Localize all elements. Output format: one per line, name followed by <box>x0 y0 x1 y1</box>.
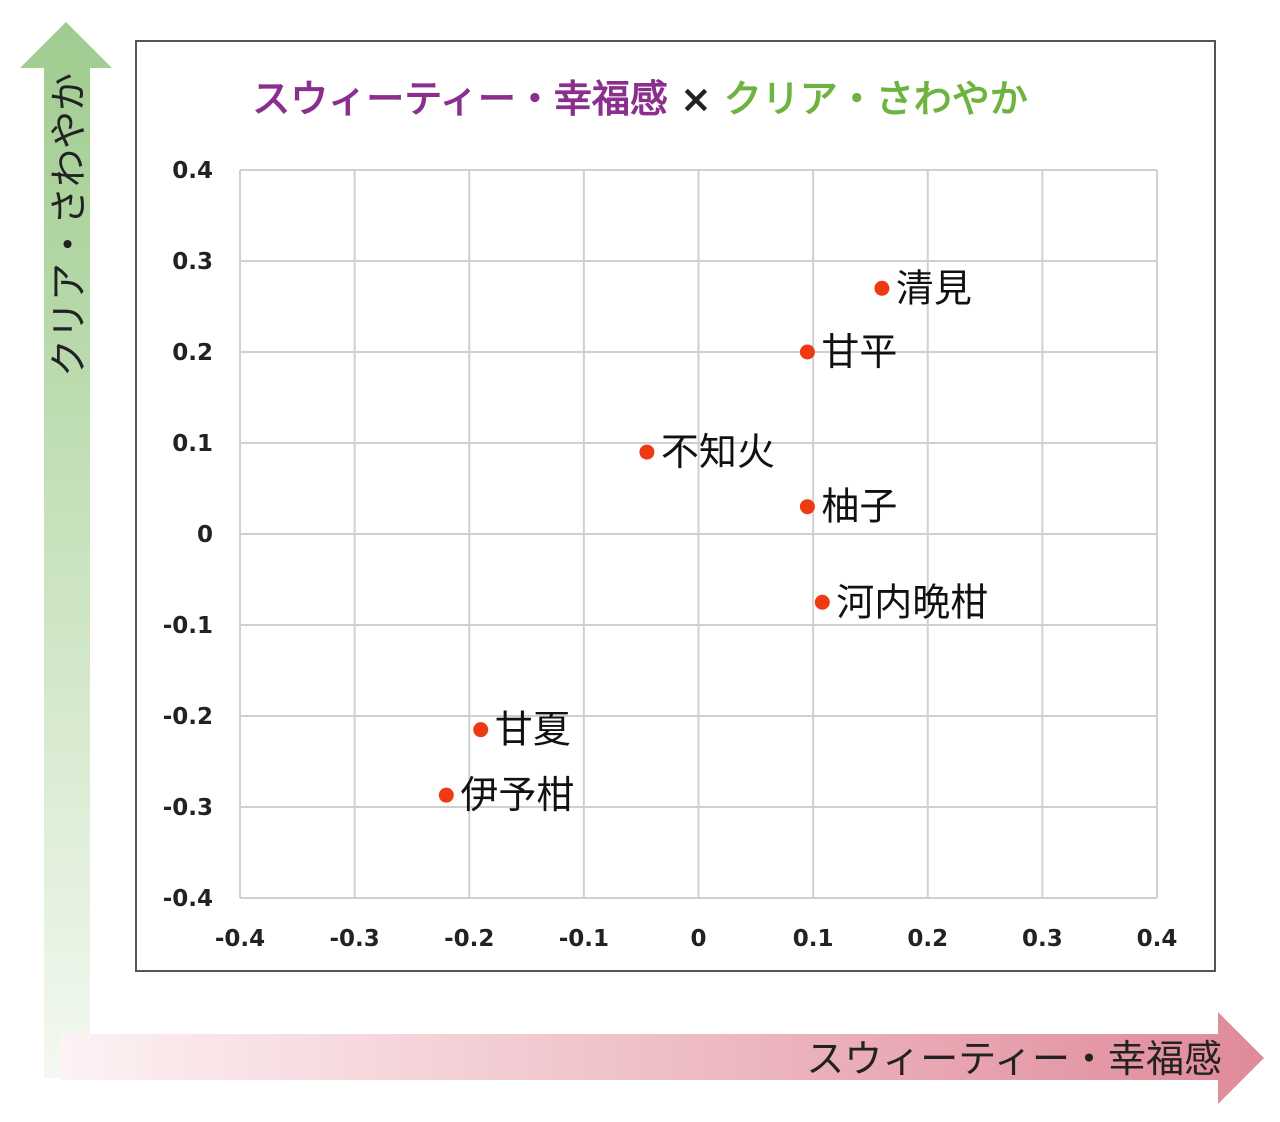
y-tick-label: 0.4 <box>172 158 213 184</box>
x-tick-label: -0.1 <box>559 926 609 952</box>
x-tick-label: 0 <box>690 926 706 952</box>
y-tick-label: -0.4 <box>163 886 213 912</box>
data-point <box>438 787 454 803</box>
data-label: 不知火 <box>661 430 775 474</box>
data-label: 河内晩柑 <box>836 580 988 624</box>
chart-title-part2: クリア・さわやか <box>724 77 1028 121</box>
chart-title: スウィーティー・幸福感 × クリア・さわやか <box>252 77 1028 121</box>
x-tick-label: -0.3 <box>329 926 379 952</box>
x-tick-label: -0.4 <box>215 926 265 952</box>
x-tick-label: 0.3 <box>1022 926 1063 952</box>
y-axis-arrow-label: クリア・さわやか <box>47 73 91 377</box>
y-tick-label: 0.1 <box>172 431 213 457</box>
y-tick-label: -0.2 <box>163 704 213 730</box>
data-point <box>799 499 815 515</box>
data-label: 清見 <box>896 266 972 310</box>
y-tick-label: -0.3 <box>163 795 213 821</box>
x-tick-label: 0.1 <box>793 926 834 952</box>
chart-frame <box>135 40 1216 972</box>
data-label: 伊予柑 <box>460 773 574 817</box>
data-label: 甘平 <box>821 330 897 374</box>
y-tick-label: 0.3 <box>172 249 213 275</box>
data-label: 甘夏 <box>495 708 571 752</box>
grid <box>239 169 1158 899</box>
data-point <box>874 280 890 296</box>
x-axis-arrow-label: スウィーティー・幸福感 <box>806 1037 1222 1081</box>
x-tick-label: 0.2 <box>907 926 948 952</box>
data-point <box>639 444 655 460</box>
chart-title-separator: × <box>680 77 712 121</box>
x-tick-label: 0.4 <box>1137 926 1178 952</box>
data-point <box>473 722 489 738</box>
chart-title-part1: スウィーティー・幸福感 <box>252 77 668 121</box>
x-tick-labels: -0.4 -0.3 -0.2 -0.1 0 0.1 0.2 0.3 0.4 <box>215 926 1178 952</box>
data-point <box>814 594 830 610</box>
y-tick-label: -0.1 <box>163 613 213 639</box>
x-tick-label: -0.2 <box>444 926 494 952</box>
y-axis-arrow <box>20 22 112 1078</box>
data-label: 柚子 <box>821 485 897 529</box>
y-tick-label: 0.2 <box>172 340 213 366</box>
x-axis-arrow <box>60 1012 1264 1104</box>
data-point <box>799 344 815 360</box>
y-tick-labels: 0.4 0.3 0.2 0.1 0 -0.1 -0.2 -0.3 -0.4 <box>163 158 213 912</box>
y-tick-label: 0 <box>197 522 213 548</box>
